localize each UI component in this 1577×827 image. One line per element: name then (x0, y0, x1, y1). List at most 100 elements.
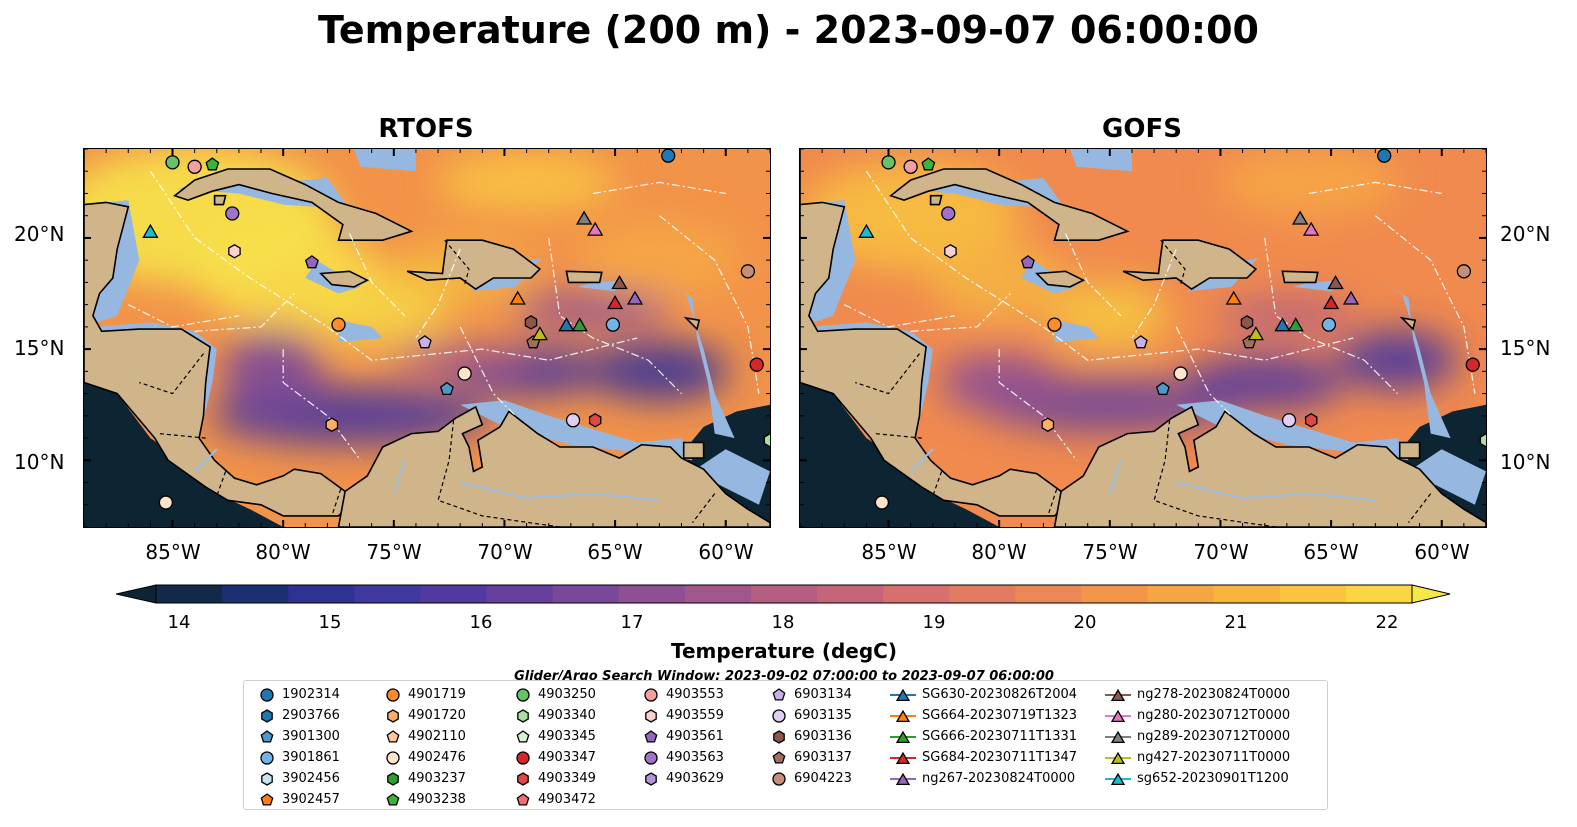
platform-ng280-20230712T0000 (1302, 221, 1320, 236)
eez-boundary (149, 170, 638, 361)
legend-label: 4903553 (666, 687, 724, 702)
platform-4903349 (588, 413, 602, 428)
legend-label: SG666-20230711T1331 (922, 729, 1078, 744)
legend-label: 4903238 (408, 792, 466, 807)
country-border (692, 493, 716, 523)
legend-marker-shape (260, 729, 274, 743)
trinidad (1398, 441, 1421, 459)
legend-marker-pentagon (644, 729, 658, 743)
platform-ng280-20230712T0000 (586, 221, 604, 236)
platform-4903238 (921, 157, 936, 171)
legend-label: ng427-20230711T0000 (1137, 750, 1291, 765)
platform-4903250 (881, 155, 896, 170)
x-tick-right-80w: 80°W (971, 540, 1027, 564)
platform-6903136 (524, 315, 538, 330)
platform-6903135 (565, 413, 581, 428)
legend-label: 6904223 (794, 771, 852, 786)
legend-marker-triangle (890, 709, 916, 722)
eez-boundary (865, 170, 1354, 361)
legend-item: 4903559 (642, 705, 724, 726)
eez-boundary (592, 181, 726, 195)
legend-label: SG664-20230719T1323 (922, 708, 1078, 723)
hispaniola (406, 239, 542, 291)
platform-1902314 (661, 149, 676, 163)
platform-4903561 (1020, 255, 1035, 269)
frame-ticks (800, 149, 1486, 527)
platform-3901861 (605, 317, 621, 332)
legend-item: sg652-20230901T1200 (1105, 768, 1289, 789)
colorbar-band (354, 585, 421, 603)
legend-item: ng289-20230712T0000 (1105, 726, 1290, 747)
continental-shelf (354, 149, 416, 172)
legend-item: 6903136 (770, 726, 852, 747)
legend-marker-pentagon (516, 792, 530, 806)
platform-ng278-20230824T0000 (611, 275, 628, 290)
legend-item: ng267-20230824T0000 (890, 768, 1075, 789)
platform-4903563 (225, 206, 240, 221)
continental-shelf (659, 278, 735, 439)
legend-item: 4903237 (384, 768, 466, 789)
continental-shelf (1070, 149, 1132, 172)
legend-marker-triangle (1105, 688, 1131, 701)
platform-ng289-20230712T0000 (575, 210, 593, 225)
y-tick-right-10n: 10°N (1500, 450, 1551, 474)
legend-marker-shape (773, 729, 785, 744)
legend-marker-circle (386, 687, 400, 702)
eez-boundary (1064, 233, 1122, 317)
legend-marker-circle (644, 750, 658, 765)
country-border (1408, 493, 1432, 523)
platform-4901719 (331, 317, 346, 332)
eez-boundary (910, 293, 1011, 332)
x-tick-left-75w: 75°W (366, 540, 422, 564)
legend-marker-hexagon (645, 708, 657, 723)
legend-item: 4901720 (384, 705, 466, 726)
temperature-field (84, 149, 740, 446)
platform-SG666-20230711T1331 (1287, 317, 1304, 332)
colorbar-band (420, 585, 488, 603)
cb-tick-20: 20 (1073, 612, 1097, 633)
legend-marker-shape (895, 751, 911, 764)
legend-marker-shape (644, 729, 658, 743)
legend: 1902314 2903766 3901300 3901861 3902456 39024… (243, 680, 1328, 810)
x-tick-right-70w: 70°W (1193, 540, 1249, 564)
y-tick-left-15n: 15°N (14, 336, 65, 360)
cuba (889, 168, 1130, 241)
legend-item: ng427-20230711T0000 (1105, 747, 1290, 768)
country-border (932, 471, 943, 497)
colorbar-band (156, 585, 223, 603)
legend-marker-shape (1110, 688, 1126, 701)
legend-marker-circle (772, 708, 786, 723)
platform-6904223 (1456, 264, 1472, 279)
colorbar (116, 584, 1451, 604)
platform-4903349 (1304, 413, 1318, 428)
legend-label: 4902476 (408, 750, 466, 765)
colorbar-band (486, 585, 554, 603)
cb-tick-22: 22 (1375, 612, 1399, 633)
platform-ng427-20230711T0000 (1247, 326, 1265, 341)
y-tick-left-20n: 20°N (14, 222, 65, 246)
legend-marker-shape (517, 771, 529, 786)
eez-boundary (415, 248, 461, 339)
country-border (855, 353, 920, 395)
legend-marker-shape (772, 750, 786, 764)
country-border (139, 353, 204, 395)
legend-marker-hexagon (517, 771, 529, 786)
platform-markers (858, 149, 1486, 510)
legend-label: 4903629 (666, 771, 724, 786)
x-tick-left-70w: 70°W (477, 540, 533, 564)
country-border (1047, 489, 1058, 517)
trinidad (682, 441, 705, 459)
panel-title-rtofs: RTOFS (378, 114, 474, 144)
platform-4903347 (1465, 357, 1480, 372)
legend-item: 4903561 (642, 726, 724, 747)
river (909, 448, 934, 473)
colorbar-band (1015, 585, 1082, 603)
platform-4903559 (944, 244, 957, 259)
jamaica (319, 270, 370, 288)
legend-marker-circle (772, 771, 786, 786)
legend-marker-triangle (1105, 730, 1131, 743)
platform-4902476 (874, 495, 890, 510)
platform-4902476 (158, 495, 174, 510)
platform-1902314 (1377, 149, 1392, 163)
x-tick-left-80w: 80°W (255, 540, 311, 564)
